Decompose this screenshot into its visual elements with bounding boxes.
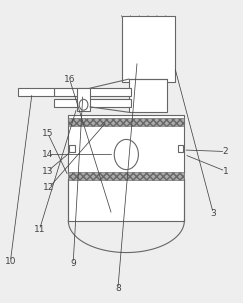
Bar <box>68 172 184 180</box>
Text: 3: 3 <box>210 209 216 218</box>
Bar <box>54 99 131 107</box>
Text: 15: 15 <box>42 129 53 138</box>
Bar <box>68 115 184 173</box>
Bar <box>68 118 184 126</box>
Text: 9: 9 <box>70 258 76 268</box>
Bar <box>129 79 167 112</box>
Bar <box>68 179 184 221</box>
Text: 14: 14 <box>42 150 53 159</box>
Bar <box>122 16 175 82</box>
Text: 1: 1 <box>223 167 228 176</box>
Bar <box>178 145 183 152</box>
Text: 13: 13 <box>42 167 53 176</box>
Bar <box>77 88 90 111</box>
Text: 11: 11 <box>34 225 45 235</box>
Text: 2: 2 <box>223 147 228 156</box>
Bar <box>54 88 131 96</box>
Text: 8: 8 <box>115 284 121 293</box>
Text: 10: 10 <box>5 257 16 266</box>
Text: 16: 16 <box>64 75 75 84</box>
Bar <box>69 145 75 152</box>
Text: 12: 12 <box>43 183 55 192</box>
Bar <box>17 88 54 96</box>
